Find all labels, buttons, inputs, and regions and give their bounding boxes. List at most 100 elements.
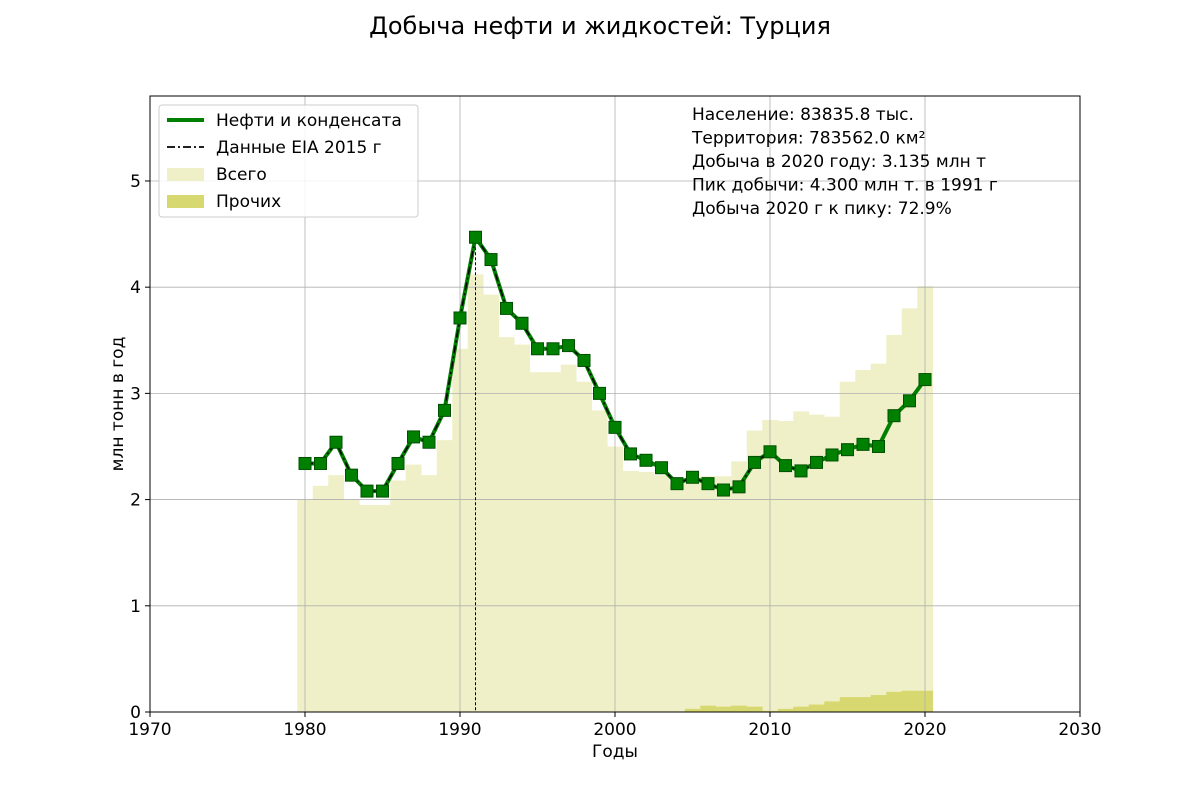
oil-marker bbox=[329, 435, 343, 449]
chart-title: Добыча нефти и жидкостей: Турция bbox=[369, 12, 831, 40]
total-bar bbox=[731, 461, 748, 712]
oil-marker bbox=[887, 409, 901, 423]
oil-marker bbox=[903, 394, 916, 408]
oil-marker bbox=[422, 435, 436, 449]
oil-marker bbox=[407, 430, 420, 444]
other-bar bbox=[870, 695, 887, 712]
y-tick-label: 5 bbox=[130, 172, 141, 192]
other-bar bbox=[839, 697, 856, 712]
oil-marker bbox=[438, 403, 451, 417]
oil-marker bbox=[453, 311, 467, 325]
total-bar bbox=[839, 381, 856, 712]
oil-marker bbox=[856, 437, 870, 451]
oil-marker bbox=[918, 373, 932, 387]
total-bar bbox=[886, 334, 903, 712]
total-bar bbox=[855, 370, 872, 712]
oil-marker bbox=[624, 447, 637, 461]
legend-swatch-total bbox=[167, 168, 204, 181]
info-box: Население: 83835.8 тыс. Территория: 78356… bbox=[691, 105, 998, 219]
legend-label: Данные EIA 2015 г bbox=[216, 138, 382, 158]
oil-marker bbox=[314, 456, 327, 470]
oil-marker bbox=[484, 253, 498, 267]
x-tick-label: 1990 bbox=[438, 720, 481, 740]
x-ticks-group: 1970 1980 1990 2000 2010 2020 2030 bbox=[128, 712, 1102, 740]
total-bar bbox=[374, 504, 391, 712]
y-tick-label: 3 bbox=[130, 384, 141, 404]
info-line: Территория: 783562.0 км² bbox=[691, 129, 925, 149]
oil-marker bbox=[732, 480, 746, 494]
oil-marker bbox=[577, 353, 591, 367]
oil-marker bbox=[872, 439, 885, 453]
info-line: Добыча 2020 г к пику: 72.9% bbox=[692, 199, 952, 219]
total-bar bbox=[576, 381, 593, 712]
oil-marker bbox=[748, 455, 761, 469]
oil-marker bbox=[825, 448, 839, 462]
oil-marker bbox=[701, 477, 715, 491]
total-bar bbox=[715, 476, 732, 712]
legend-label: Нефти и конденсата bbox=[216, 111, 402, 131]
oil-marker bbox=[794, 464, 808, 478]
total-bar bbox=[328, 475, 345, 712]
total-bar bbox=[359, 504, 376, 712]
oil-marker bbox=[670, 477, 684, 491]
oil-marker bbox=[531, 342, 544, 356]
x-tick-label: 1970 bbox=[128, 720, 171, 740]
oil-marker bbox=[376, 484, 389, 498]
total-bar bbox=[390, 480, 407, 712]
total-bar bbox=[808, 414, 825, 712]
y-axis-label: млн тонн в год bbox=[108, 337, 128, 472]
total-bar bbox=[312, 485, 329, 712]
total-bar bbox=[700, 476, 717, 712]
y-tick-label: 0 bbox=[130, 703, 141, 723]
oil-marker bbox=[360, 484, 374, 498]
total-bar bbox=[498, 337, 515, 712]
legend-label: Всего bbox=[216, 165, 267, 185]
x-tick-label: 2020 bbox=[903, 720, 946, 740]
info-line: Добыча в 2020 году: 3.135 млн т bbox=[692, 152, 986, 172]
x-axis-label: Годы bbox=[592, 742, 638, 762]
x-tick-label: 2010 bbox=[748, 720, 791, 740]
y-tick-label: 4 bbox=[130, 278, 141, 298]
oil-marker bbox=[841, 443, 854, 457]
total-bar bbox=[405, 464, 422, 712]
oil-marker bbox=[562, 339, 575, 353]
other-bar bbox=[777, 708, 794, 712]
total-bar bbox=[746, 430, 763, 712]
total-bar bbox=[436, 440, 453, 712]
total-bar bbox=[901, 308, 918, 712]
oil-marker bbox=[469, 230, 482, 244]
total-bar bbox=[545, 372, 562, 712]
total-bar bbox=[653, 475, 670, 712]
info-line: Население: 83835.8 тыс. bbox=[692, 105, 914, 125]
other-bar bbox=[808, 704, 825, 712]
total-bar bbox=[514, 344, 531, 712]
y-tick-label: 2 bbox=[130, 491, 141, 511]
total-bar bbox=[669, 483, 686, 712]
x-tick-label: 2030 bbox=[1058, 720, 1101, 740]
oil-marker bbox=[345, 468, 358, 482]
other-bar bbox=[886, 691, 903, 712]
other-bar bbox=[684, 708, 701, 712]
oil-marker bbox=[391, 456, 405, 470]
legend: Нефти и конденсата Данные EIA 2015 г Всего… bbox=[158, 104, 419, 218]
total-bar bbox=[684, 478, 701, 712]
total-bars-group bbox=[297, 274, 934, 712]
oil-marker bbox=[515, 316, 529, 330]
total-bar bbox=[529, 372, 546, 712]
oil-marker bbox=[298, 456, 312, 470]
x-tick-label: 1980 bbox=[283, 720, 326, 740]
oil-marker bbox=[655, 461, 668, 475]
oil-marker bbox=[608, 420, 622, 434]
total-bar bbox=[622, 470, 639, 712]
oil-marker bbox=[546, 342, 560, 356]
total-bar bbox=[870, 363, 887, 712]
oil-marker bbox=[717, 483, 730, 497]
other-bar bbox=[715, 706, 732, 712]
total-bar bbox=[560, 364, 577, 712]
y-tick-label: 1 bbox=[130, 597, 141, 617]
total-bar bbox=[638, 471, 655, 712]
oil-marker bbox=[763, 445, 777, 459]
legend-frame bbox=[158, 104, 419, 218]
oil-marker bbox=[500, 301, 513, 315]
